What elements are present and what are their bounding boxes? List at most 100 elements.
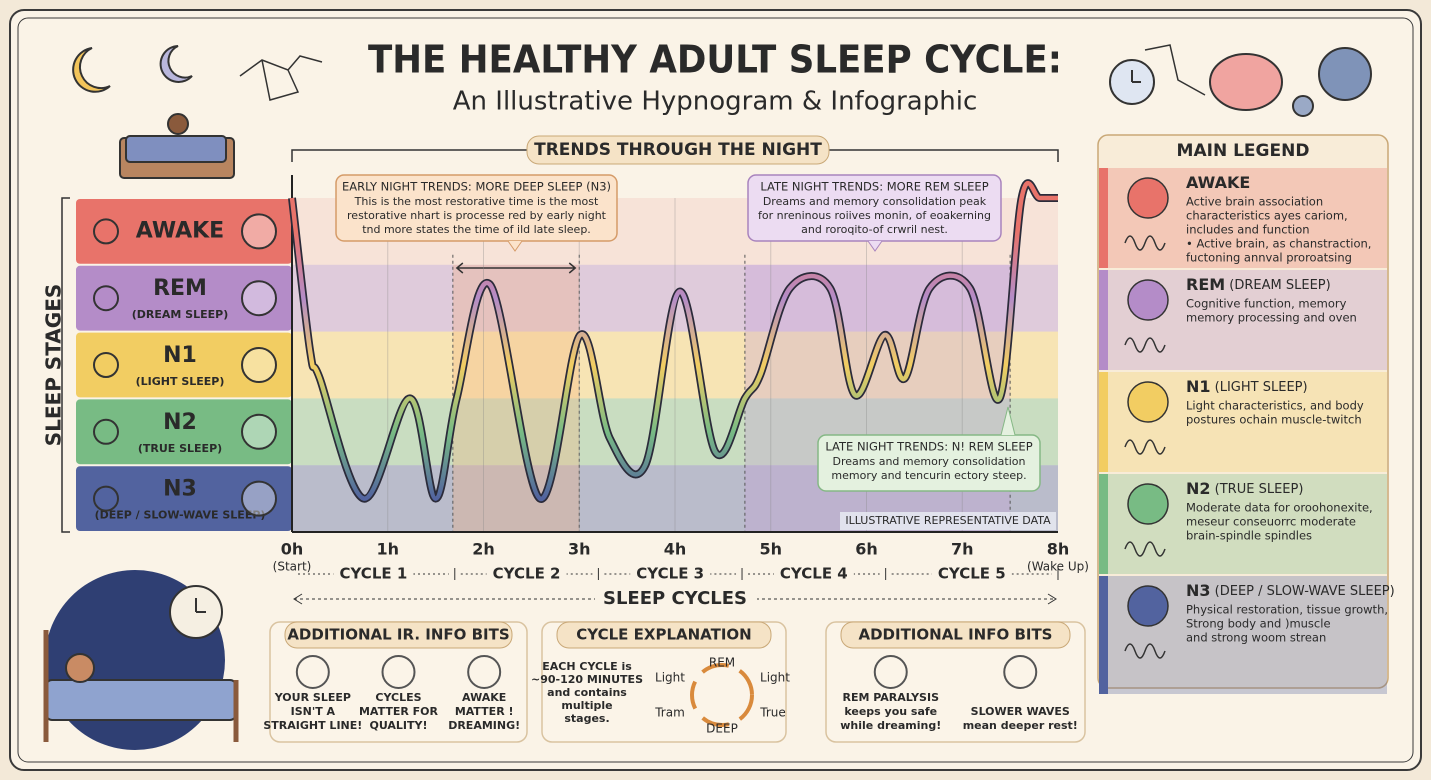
legend-name-sub: (LIGHT SLEEP) (1211, 380, 1308, 395)
panel-title-pill (556, 621, 772, 649)
legend-icon (1127, 585, 1169, 627)
legend-swatch (1099, 576, 1108, 694)
panel-item-text: REM PARALYSIS (842, 691, 939, 704)
panel-title: CYCLE EXPLANATION (576, 626, 751, 644)
annotation-box (817, 434, 1041, 492)
cycle-word: True (759, 706, 786, 720)
x-tick-label: 4h (664, 540, 687, 559)
legend-icon (1127, 483, 1169, 525)
stage-icon (93, 418, 119, 445)
legend-name-main: N2 (1186, 479, 1211, 498)
cycle-word: REM (709, 656, 735, 670)
title-pill (526, 135, 830, 165)
bed-icon (167, 113, 189, 135)
panel-item-text: MATTER ! (455, 705, 514, 718)
stage-icon (93, 218, 119, 245)
hypnogram-line (289, 180, 1058, 501)
panel-item-text: YOUR SLEEP (274, 691, 351, 704)
x-tick-label: 0h (281, 540, 304, 559)
annotation-box (335, 174, 618, 242)
legend-swatch (1099, 168, 1108, 268)
x-tick-label: 3h (568, 540, 591, 559)
legend-name-sub: (DREAM SLEEP) (1225, 278, 1331, 293)
moon-icon (72, 47, 111, 93)
legend-text: memory processing and oven (1186, 311, 1357, 325)
legend-text: Strong body and )muscle (1186, 617, 1331, 631)
stage-icon (241, 213, 277, 250)
legend-name: N3 (DEEP / SLOW-WAVE SLEEP) (1186, 581, 1395, 600)
panel-item-text: CYCLES (375, 691, 421, 704)
panel-title-pill (840, 621, 1071, 649)
panel-icon (467, 655, 502, 689)
legend-name: AWAKE (1186, 173, 1250, 192)
annotation-title: LATE NIGHT TRENDS: MORE REM SLEEP (760, 180, 988, 194)
panel-icon (873, 655, 908, 689)
panel-text: ~90-120 MINUTES (531, 673, 643, 686)
stage-icon (93, 485, 119, 512)
legend-name-sub: (DEEP / SLOW-WAVE SLEEP) (1211, 584, 1395, 599)
annotation-title: LATE NIGHT TRENDS: N! REM SLEEP (825, 440, 1032, 454)
legend-text: Physical restoration, tissue growth, (1186, 603, 1388, 617)
legend-name-main: AWAKE (1186, 173, 1250, 192)
x-tick-label: 6h (855, 540, 878, 559)
stage-icon (241, 413, 277, 450)
y-axis-label: SLEEP STAGES (42, 284, 66, 447)
clock-icon (1131, 70, 1141, 83)
annotation-pointer (1000, 406, 1016, 436)
panel-title: ADDITIONAL IR. INFO BITS (287, 626, 509, 644)
legend-text: fuctoning annval proroatsing (1186, 251, 1352, 265)
panel-item-text: while dreaming! (840, 719, 941, 732)
panel-title-pill (284, 621, 513, 649)
constellation (1144, 44, 1206, 96)
stage-name: N1 (163, 343, 197, 368)
panel-text: multiple (561, 699, 612, 712)
annotation-text: Dreams and memory consolidation peak (763, 195, 987, 208)
panel-text: and contains (547, 686, 627, 699)
panel-item-text: keeps you safe (844, 705, 937, 718)
frame-inner (17, 17, 1414, 763)
legend-text: Cognitive function, memory (1186, 297, 1347, 311)
legend-swatch (1099, 270, 1108, 370)
annotation-text: for nreninous roiives monin, of eoakerni… (758, 209, 991, 222)
x-tick-note: (Start) (273, 560, 312, 574)
stage-icon (93, 285, 119, 312)
stage-icon (241, 280, 277, 317)
stage-label-box (76, 199, 292, 264)
legend-icon (1127, 381, 1169, 423)
legend-text: includes and function (1186, 223, 1310, 237)
x-tick-label: 2h (472, 540, 495, 559)
note: ILLUSTRATIVE REPRESENTATIVE DATA (845, 514, 1051, 527)
stage-name: REM (153, 276, 207, 301)
annotation-text: tnd more states the time of ild late sle… (362, 223, 591, 236)
panel-item-text: SLOWER WAVES (971, 705, 1070, 718)
x-tick-note: (Wake Up) (1027, 560, 1089, 574)
legend-name-main: N3 (1186, 581, 1211, 600)
cycle-word: Light (655, 671, 685, 685)
legend-wave (1124, 541, 1166, 557)
legend-icon (1127, 279, 1169, 321)
legend-wave (1124, 235, 1166, 251)
panel-icon (1003, 655, 1038, 689)
x-axis-label: SLEEP CYCLES (603, 588, 747, 609)
x-tick-label: 8h (1047, 540, 1070, 559)
annotation-text: This is the most restorative time is the… (354, 195, 599, 208)
stage-label-box (76, 265, 292, 331)
legend-title: MAIN LEGEND (1177, 141, 1310, 161)
legend-text: brain-spindle spindles (1186, 529, 1312, 543)
legend-text: meseur conseuorrc moderate (1186, 515, 1356, 529)
annotation-pointer (867, 240, 883, 252)
annotation-title: EARLY NIGHT TRENDS: MORE DEEP SLEEP (N3) (342, 180, 611, 194)
legend-swatch (1099, 372, 1108, 472)
cycle-label-bg (931, 564, 1012, 584)
stage-sub: (DEEP / SLOW-WAVE SLEEP) (95, 509, 266, 522)
panel-icon (381, 655, 416, 689)
panel-icon (295, 655, 330, 689)
cycle-word: Tram (654, 706, 685, 720)
bed-icon (125, 135, 227, 163)
legend-name: N2 (TRUE SLEEP) (1186, 479, 1303, 498)
cycle-label-bg (773, 564, 854, 584)
stage-label-box (76, 466, 292, 531)
panel-item-text: MATTER FOR (359, 705, 439, 718)
cycle-label-bg (486, 564, 567, 584)
